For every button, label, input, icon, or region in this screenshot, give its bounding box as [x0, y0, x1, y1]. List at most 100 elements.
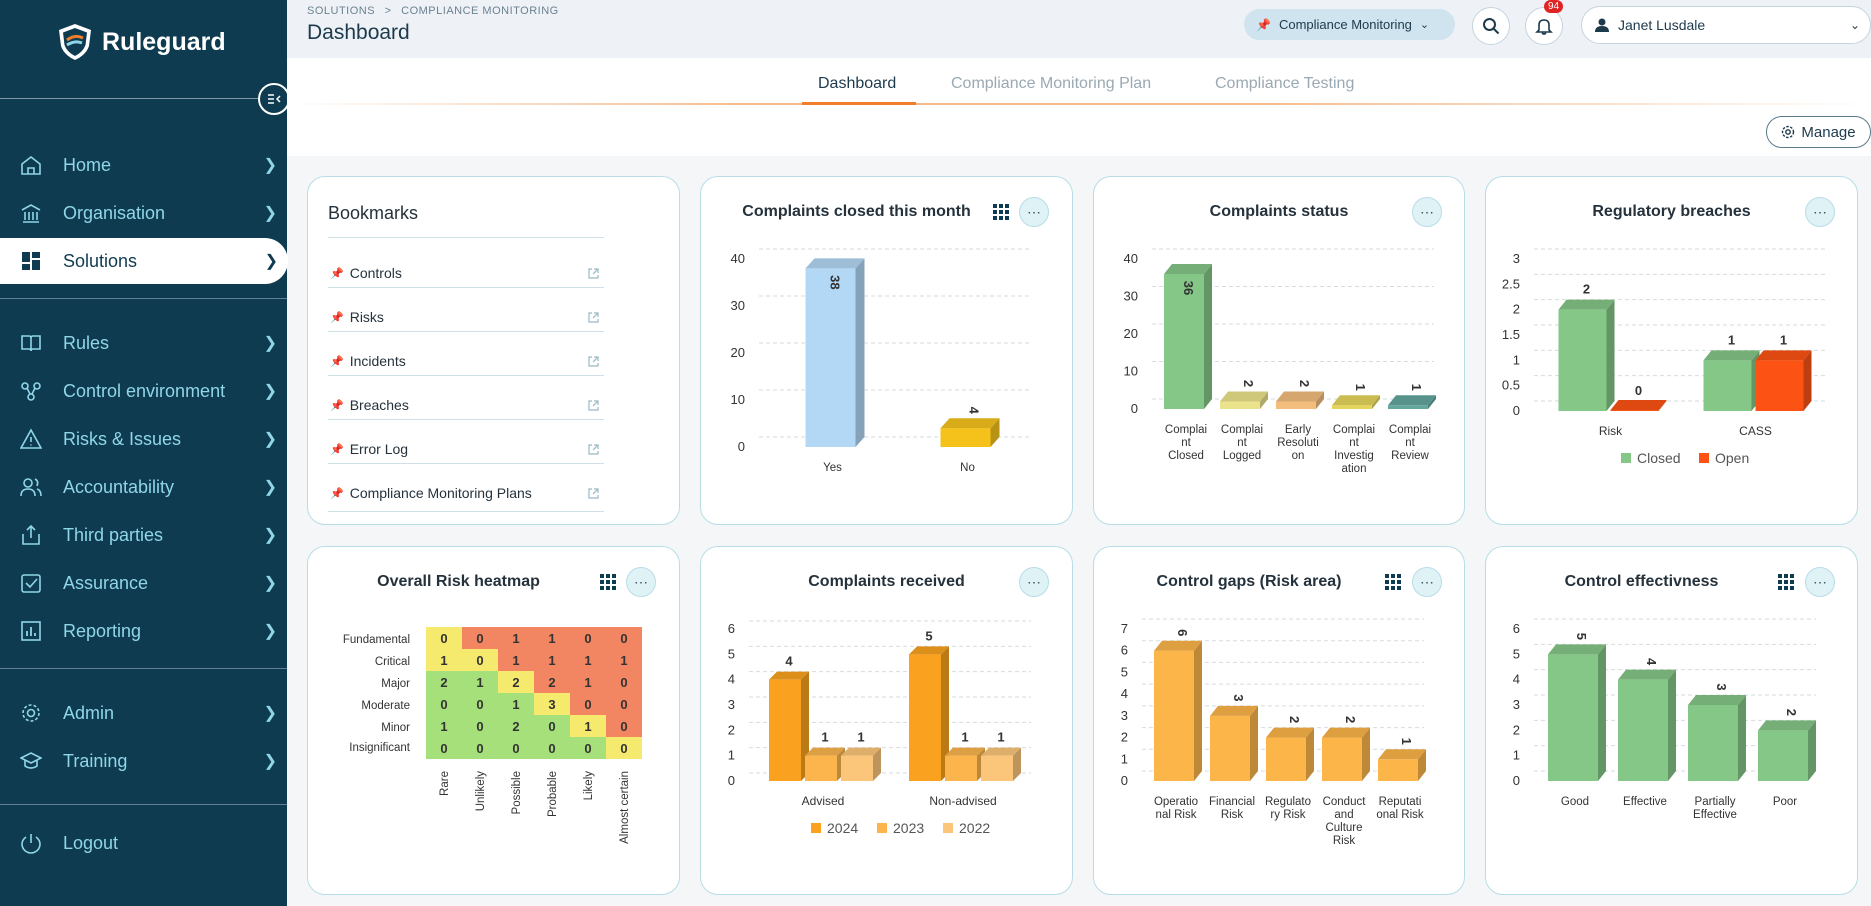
grid-view-icon[interactable] — [1385, 574, 1401, 590]
data-label: 4 — [1644, 658, 1659, 666]
heatmap-value: 0 — [584, 697, 591, 712]
bar — [1322, 737, 1362, 781]
heatmap-value: 0 — [548, 719, 555, 734]
bookmark-item[interactable]: 📌 Controls — [330, 251, 604, 295]
nav-assurance[interactable]: Assurance ❯ — [0, 560, 287, 606]
more-options-button[interactable]: ⋯ — [1412, 197, 1442, 227]
y-tick-label: 3 — [1513, 251, 1520, 266]
bar-top — [1688, 695, 1746, 705]
nav-training[interactable]: Training ❯ — [0, 738, 287, 784]
search-button[interactable] — [1472, 7, 1510, 45]
dashboard-grid-icon — [22, 252, 40, 270]
legend-swatch — [943, 823, 953, 833]
nav-reporting[interactable]: Reporting ❯ — [0, 608, 287, 654]
row-label: Insignificant — [349, 742, 411, 754]
nav-logout[interactable]: Logout — [0, 820, 287, 866]
bar — [1610, 410, 1659, 411]
bookmark-item[interactable]: 📌 Incidents — [330, 339, 604, 383]
row-label: Major — [381, 678, 410, 690]
bar — [1755, 360, 1804, 411]
nav-accountability[interactable]: Accountability ❯ — [0, 464, 287, 510]
chevron-right-icon: ❯ — [263, 705, 277, 722]
row-label: Moderate — [361, 700, 410, 712]
user-menu[interactable]: Janet Lusdale ⌄ — [1581, 6, 1871, 44]
heatmap-value: 0 — [476, 631, 483, 646]
manage-button[interactable]: Manage — [1766, 116, 1871, 148]
y-tick-label: 20 — [1124, 326, 1138, 341]
heatmap-cell — [534, 737, 570, 759]
gear-icon — [1782, 125, 1795, 139]
nav-home[interactable]: Home ❯ — [0, 142, 287, 188]
breadcrumb: SOLUTIONS > COMPLIANCE MONITORING — [307, 5, 559, 17]
bar-side — [855, 258, 865, 447]
book-icon — [21, 335, 41, 352]
external-link-icon[interactable] — [587, 311, 600, 324]
more-options-button[interactable]: ⋯ — [1412, 567, 1442, 597]
external-link-icon[interactable] — [587, 267, 600, 280]
legend-label: Closed — [1637, 450, 1681, 466]
data-label: 1 — [857, 730, 864, 745]
heatmap-value: 0 — [548, 741, 555, 756]
top-bar: SOLUTIONS > COMPLIANCE MONITORING Dashbo… — [287, 0, 1871, 58]
more-options-button[interactable]: ⋯ — [1805, 197, 1835, 227]
x-tick-label: ry Risk — [1270, 809, 1305, 821]
heatmap-value: 0 — [584, 741, 591, 756]
nav-control-environment-label: Control environment — [63, 380, 226, 401]
x-tick-label: Conduct — [1323, 796, 1367, 808]
chevron-down-icon: ⌄ — [1419, 19, 1430, 31]
external-link-icon[interactable] — [587, 355, 600, 368]
more-options-button[interactable]: ⋯ — [626, 567, 656, 597]
nav-rules[interactable]: Rules ❯ — [0, 320, 287, 366]
heatmap-cell — [606, 649, 642, 671]
grid-view-icon[interactable] — [1778, 574, 1794, 590]
tab-compliance-testing[interactable]: Compliance Testing — [1215, 75, 1355, 92]
module-selector[interactable]: 📌 Compliance Monitoring ⌄ — [1244, 9, 1455, 40]
bar-side — [1250, 705, 1258, 781]
x-tick-label: Investig — [1334, 450, 1374, 462]
ellipsis-icon: ⋯ — [1420, 573, 1434, 590]
chart-title: Control gaps (Risk area) — [1156, 573, 1342, 590]
collapse-sidebar-button[interactable] — [258, 83, 290, 115]
nav-organisation[interactable]: Organisation ❯ — [0, 190, 287, 236]
heatmap-value: 0 — [476, 741, 483, 756]
nav-risks-issues[interactable]: Risks & Issues ❯ — [0, 416, 287, 462]
x-tick-label: Advised — [802, 794, 845, 808]
bar-side — [1606, 299, 1615, 411]
bookmark-item[interactable]: 📌 Error Log — [330, 427, 604, 471]
bookmark-item[interactable]: 📌 Compliance Monitoring Plans — [330, 471, 604, 515]
data-label: 2 — [1241, 380, 1256, 387]
bookmark-item[interactable]: 📌 Risks — [330, 295, 604, 339]
breadcrumb-root[interactable]: SOLUTIONS — [307, 5, 376, 17]
nav-third-parties[interactable]: Third parties ❯ — [0, 512, 287, 558]
regulatory-breaches-card: Regulatory breaches ⋯ 0 0.5 1 1.5 2 2.5 3 2 0 Ris… — [1485, 176, 1858, 525]
nav-control-environment[interactable]: Control environment ❯ — [0, 368, 287, 414]
y-tick-label: 3 — [1513, 697, 1520, 712]
bookmark-item[interactable]: 📌 Breaches — [330, 383, 604, 427]
data-label: 2 — [1297, 380, 1312, 387]
grid-view-icon[interactable] — [993, 204, 1009, 220]
more-options-button[interactable]: ⋯ — [1805, 567, 1835, 597]
legend-swatch — [1699, 453, 1709, 463]
bar — [805, 755, 837, 781]
dashboard-toolbar: Manage — [287, 108, 1871, 156]
external-link-icon[interactable] — [587, 487, 600, 500]
heatmap-value: 2 — [548, 675, 555, 690]
notifications-button[interactable]: 94 — [1525, 0, 1564, 45]
external-link-icon[interactable] — [587, 443, 600, 456]
nav-solutions[interactable]: Solutions ❯ — [0, 238, 288, 284]
app-logo[interactable]: Ruleguard — [56, 22, 226, 62]
more-options-button[interactable]: ⋯ — [1019, 567, 1049, 597]
nav-admin[interactable]: Admin ❯ — [0, 690, 287, 736]
nav-assurance-label: Assurance — [63, 572, 149, 593]
tab-dashboard[interactable]: Dashboard — [818, 75, 897, 92]
col-label: Probable — [547, 771, 559, 817]
tab-compliance-monitoring-plan[interactable]: Compliance Monitoring Plan — [951, 75, 1152, 92]
bar — [1758, 730, 1808, 781]
heatmap-value: 1 — [440, 653, 447, 668]
heatmap-value: 0 — [584, 631, 591, 646]
y-tick-label: 0 — [1121, 773, 1128, 788]
heatmap-value: 0 — [476, 653, 483, 668]
external-link-icon[interactable] — [587, 399, 600, 412]
more-options-button[interactable]: ⋯ — [1019, 197, 1049, 227]
grid-view-icon[interactable] — [600, 574, 616, 590]
